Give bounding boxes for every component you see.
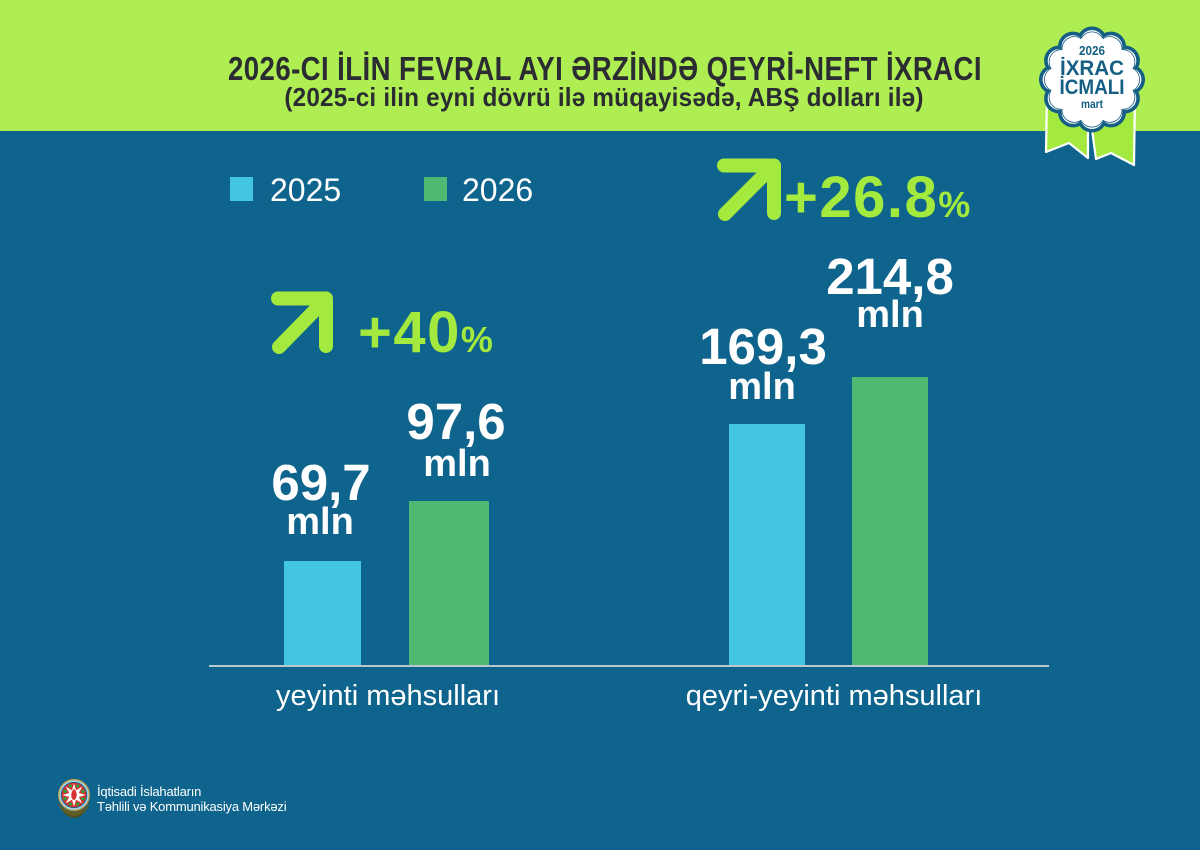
svg-text:mart: mart [1081,97,1103,111]
svg-text:İCMALI: İCMALI [1060,76,1125,99]
svg-text:İXRAC: İXRAC [1060,57,1124,80]
svg-text:2026: 2026 [1079,44,1105,58]
